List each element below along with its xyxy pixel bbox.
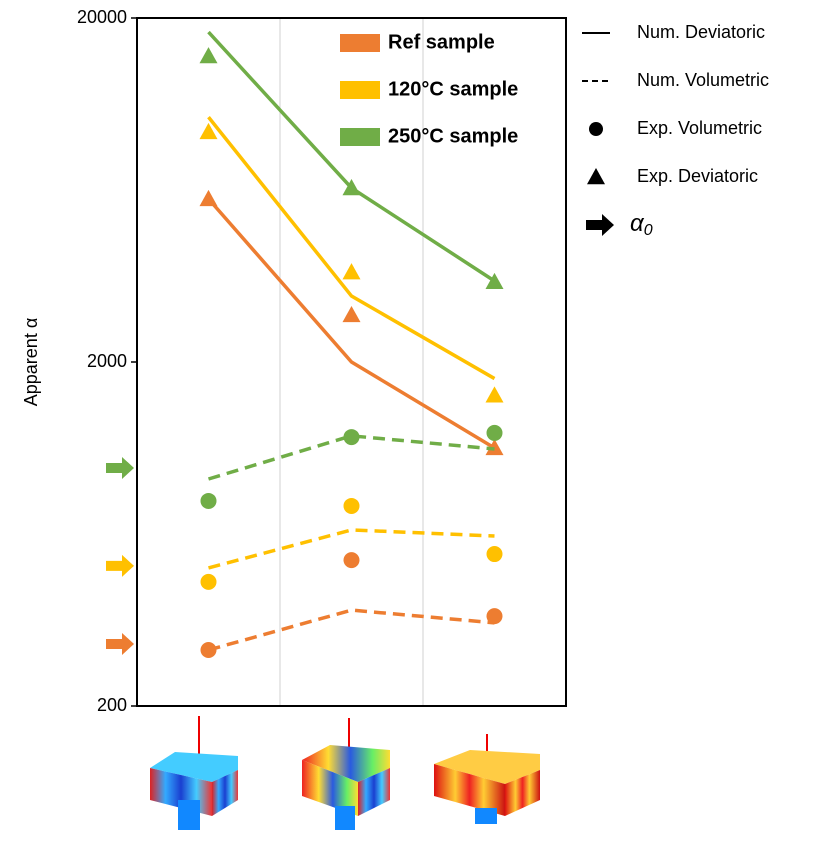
- legend-swatch: [340, 34, 380, 52]
- legend-swatch: [340, 128, 380, 146]
- legend-label: α0: [630, 210, 653, 239]
- y-axis-label: Apparent α: [21, 318, 41, 406]
- deviatoric-marker: [486, 386, 504, 402]
- legend-label: Num. Deviatoric: [637, 22, 765, 42]
- volumetric-marker: [487, 425, 503, 441]
- legend-circle: [589, 122, 603, 136]
- deviatoric-marker: [343, 263, 361, 279]
- volumetric-marker: [201, 574, 217, 590]
- legend-label: 250°C sample: [388, 125, 518, 147]
- volumetric-marker: [487, 608, 503, 624]
- deviatoric-marker: [200, 190, 218, 206]
- legend-triangle: [587, 168, 605, 184]
- deviatoric-line: [209, 32, 495, 281]
- legend-arrow: [586, 214, 614, 236]
- deviatoric-line: [209, 199, 495, 448]
- volumetric-marker: [487, 546, 503, 562]
- fem-illustrations: [150, 716, 540, 830]
- volumetric-marker: [201, 642, 217, 658]
- alpha0-arrow: [106, 633, 134, 655]
- y-tick-label: 20000: [77, 7, 127, 27]
- alpha0-arrow: [106, 555, 134, 577]
- legend-label: Exp. Volumetric: [637, 118, 762, 138]
- legend-swatch: [340, 81, 380, 99]
- volumetric-line: [209, 610, 495, 650]
- alpha0-arrow: [106, 457, 134, 479]
- y-tick-label: 200: [97, 695, 127, 715]
- legend-label: 120°C sample: [388, 78, 518, 100]
- legend-label: Exp. Deviatoric: [637, 166, 758, 186]
- volumetric-marker: [201, 493, 217, 509]
- legend-subscript: 0: [644, 222, 653, 239]
- volumetric-marker: [344, 552, 360, 568]
- legend-label: Ref sample: [388, 31, 495, 53]
- y-tick-label: 2000: [87, 351, 127, 371]
- deviatoric-marker: [343, 306, 361, 322]
- volumetric-marker: [344, 429, 360, 445]
- volumetric-marker: [344, 498, 360, 514]
- legend-label: Num. Volumetric: [637, 70, 769, 90]
- deviatoric-marker: [200, 47, 218, 63]
- chart: Apparent α 200 2000 20000 Ref sample 120°C s…: [0, 0, 830, 836]
